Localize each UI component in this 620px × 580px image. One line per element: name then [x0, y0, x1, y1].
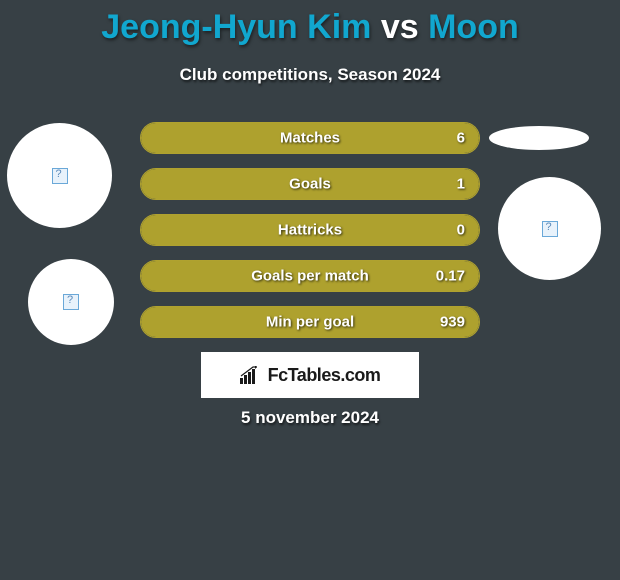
stat-row-min-per-goal: Min per goal 939	[140, 306, 480, 338]
placeholder-icon	[542, 221, 558, 237]
stat-value: 939	[440, 314, 465, 331]
stat-value: 0	[457, 222, 465, 239]
stat-label: Hattricks	[278, 222, 342, 239]
footer-date: 5 november 2024	[0, 408, 620, 428]
placeholder-icon	[63, 294, 79, 310]
stat-value: 6	[457, 130, 465, 147]
stat-label: Matches	[280, 130, 340, 147]
stats-panel: Matches 6 Goals 1 Hattricks 0 Goals per …	[140, 122, 480, 352]
avatar-left-2	[28, 259, 114, 345]
page-title: Jeong-Hyun Kim vs Moon	[0, 0, 620, 47]
brand-badge: FcTables.com	[201, 352, 419, 398]
stat-value: 1	[457, 176, 465, 193]
stat-label: Goals per match	[251, 268, 369, 285]
stat-row-hattricks: Hattricks 0	[140, 214, 480, 246]
avatar-right-1	[498, 177, 601, 280]
stat-label: Goals	[289, 176, 331, 193]
brand-text: FcTables.com	[268, 365, 381, 386]
title-player1: Jeong-Hyun Kim	[101, 8, 371, 46]
stat-label: Min per goal	[266, 314, 354, 331]
placeholder-icon	[52, 168, 68, 184]
bars-icon	[240, 366, 262, 384]
avatar-right-disc	[489, 126, 589, 150]
stat-value: 0.17	[436, 268, 465, 285]
avatar-left-1	[7, 123, 112, 228]
stat-row-goals-per-match: Goals per match 0.17	[140, 260, 480, 292]
stat-row-matches: Matches 6	[140, 122, 480, 154]
title-vs: vs	[381, 8, 419, 46]
stat-row-goals: Goals 1	[140, 168, 480, 200]
title-player2: Moon	[428, 8, 519, 46]
subtitle: Club competitions, Season 2024	[0, 65, 620, 85]
